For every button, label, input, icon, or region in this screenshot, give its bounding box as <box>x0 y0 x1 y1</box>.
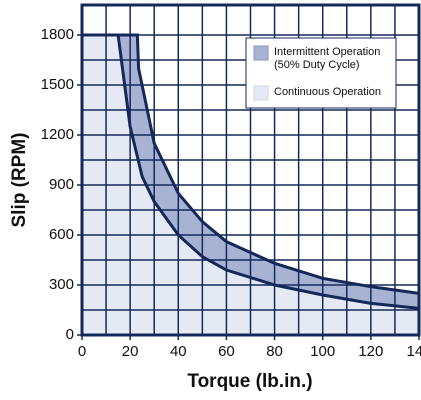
legend-swatch <box>253 45 269 61</box>
x-tick-label: 100 <box>310 343 335 360</box>
legend: Intermittent Operation (50% Duty Cycle) Co… <box>245 37 397 109</box>
legend-swatch <box>253 85 269 101</box>
x-tick-label: 120 <box>358 343 383 360</box>
y-axis-title: Slip (RPM) <box>9 133 30 228</box>
series-line <box>82 33 420 310</box>
y-tick-label: 1800 <box>41 26 74 43</box>
x-tick-label: 0 <box>78 343 86 360</box>
x-tick-label: 80 <box>266 343 283 360</box>
x-tick-label: 60 <box>218 343 235 360</box>
y-tick-label: 1500 <box>41 76 74 93</box>
x-tick-label: 140 <box>406 343 421 360</box>
y-tick-label: 0 <box>66 326 74 343</box>
legend-box <box>245 37 397 109</box>
x-tick-label: 40 <box>170 343 187 360</box>
series-line <box>82 33 420 295</box>
x-axis-title: Torque (lb.in.) <box>187 371 312 392</box>
y-tick-label: 1200 <box>41 126 74 143</box>
x-tick-label: 20 <box>122 343 139 360</box>
legend-label: Continuous Operation <box>274 86 381 98</box>
y-tick-label: 300 <box>49 276 74 293</box>
legend-label: Intermittent Operation (50% Duty Cycle) <box>274 46 380 71</box>
y-tick-label: 600 <box>49 226 74 243</box>
plot-border <box>80 3 421 337</box>
y-tick-label: 900 <box>49 176 74 193</box>
